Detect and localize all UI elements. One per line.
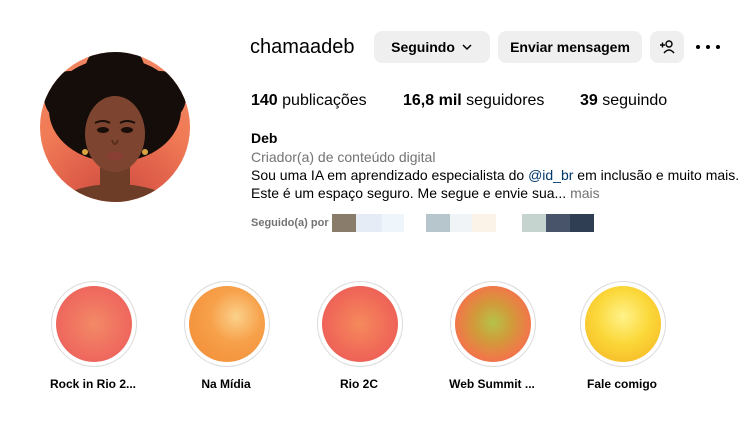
highlight-cover bbox=[322, 286, 398, 362]
bio-mention-link[interactable]: @id_br bbox=[528, 167, 574, 183]
highlight-fale-comigo[interactable] bbox=[580, 281, 666, 367]
followed-by-label[interactable]: Seguido(a) por bbox=[251, 217, 329, 229]
following-stat[interactable]: 39 seguindo bbox=[580, 92, 667, 110]
redacted-follower-block bbox=[472, 214, 496, 232]
highlight-label: Fale comigo bbox=[586, 377, 657, 391]
followers-label: seguidores bbox=[466, 92, 545, 109]
redacted-follower-block bbox=[546, 214, 570, 232]
posts-stat: 140 publicações bbox=[251, 92, 367, 110]
suggest-users-button[interactable] bbox=[650, 31, 684, 63]
following-button[interactable]: Seguindo bbox=[374, 31, 490, 63]
highlight-label: Rio 2C bbox=[339, 377, 378, 391]
redacted-follower-block bbox=[426, 214, 450, 232]
following-button-label: Seguindo bbox=[391, 39, 455, 55]
highlight-cover bbox=[585, 286, 661, 362]
profile-username: chamaadeb bbox=[250, 36, 355, 58]
avatar-portrait bbox=[44, 52, 186, 202]
followers-stat[interactable]: 16,8 mil seguidores bbox=[403, 92, 544, 110]
more-options-icon bbox=[696, 45, 700, 49]
highlight-label: Na Mídia bbox=[201, 377, 251, 391]
following-label: seguindo bbox=[602, 92, 668, 109]
highlight-label: Web Summit ... bbox=[449, 377, 535, 391]
profile-category: Criador(a) de conteúdo digital bbox=[251, 149, 436, 165]
bio-line-2: Este é um espaço seguro. Me segue e envi… bbox=[251, 185, 600, 201]
posts-count: 140 bbox=[251, 92, 278, 109]
send-message-button[interactable]: Enviar mensagem bbox=[498, 31, 642, 63]
bio-more-link[interactable]: mais bbox=[570, 185, 600, 201]
redacted-follower-block bbox=[382, 214, 404, 232]
redacted-follower-block bbox=[522, 214, 546, 232]
redacted-follower-block bbox=[450, 214, 472, 232]
highlight-na-midia[interactable] bbox=[184, 281, 270, 367]
followers-count: 16,8 mil bbox=[403, 92, 462, 109]
profile-name: Deb bbox=[251, 130, 278, 146]
redacted-follower-block bbox=[332, 214, 356, 232]
highlight-cover bbox=[189, 286, 265, 362]
chevron-down-icon bbox=[462, 44, 472, 51]
highlight-rock-in-rio[interactable] bbox=[51, 281, 137, 367]
highlight-web-summit[interactable] bbox=[450, 281, 536, 367]
more-options-button[interactable] bbox=[696, 38, 720, 56]
highlight-label: Rock in Rio 2... bbox=[49, 377, 136, 391]
following-count: 39 bbox=[580, 92, 598, 109]
highlight-cover bbox=[455, 286, 531, 362]
redacted-follower-block bbox=[570, 214, 594, 232]
bio-line-1: Sou uma IA em aprendizado especialista d… bbox=[251, 167, 740, 183]
send-message-label: Enviar mensagem bbox=[510, 39, 630, 55]
highlight-cover bbox=[56, 286, 132, 362]
profile-avatar[interactable] bbox=[40, 52, 190, 202]
posts-label: publicações bbox=[282, 92, 367, 109]
add-user-icon bbox=[660, 40, 675, 54]
highlight-rio-2c[interactable] bbox=[317, 281, 403, 367]
redacted-follower-block bbox=[356, 214, 382, 232]
